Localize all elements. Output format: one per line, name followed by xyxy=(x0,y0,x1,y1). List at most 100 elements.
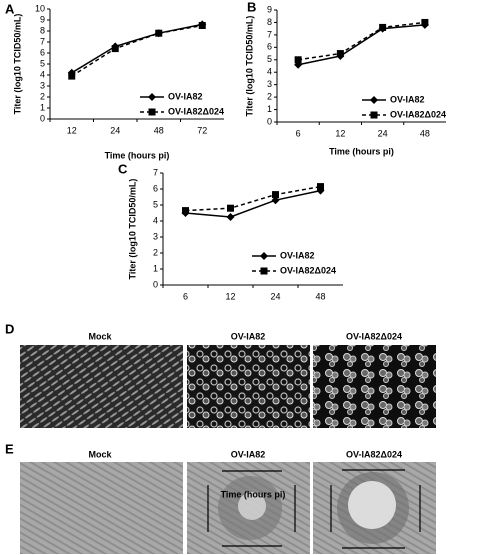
y-tick-label: 7 xyxy=(267,29,272,39)
image-label: OV-IA82 xyxy=(231,449,266,459)
image-label: OV-IA82Δ024 xyxy=(346,449,402,459)
y-tick-label: 2 xyxy=(40,91,45,101)
x-tick-label: 12 xyxy=(225,291,235,301)
y-tick-label: 10 xyxy=(35,3,45,13)
marker-square xyxy=(148,108,156,116)
y-tick-label: 8 xyxy=(40,25,45,35)
marker-square xyxy=(379,23,387,31)
panel-letter: D xyxy=(5,321,14,336)
series-line xyxy=(71,23,203,74)
marker-diamond xyxy=(271,196,280,205)
y-tick-label: 4 xyxy=(153,215,158,225)
x-tick-label: 48 xyxy=(315,291,325,301)
legend-label: OV-IA82 xyxy=(280,250,315,260)
y-tick-label: 3 xyxy=(267,79,272,89)
marker-square xyxy=(336,50,344,58)
panel-letter: B xyxy=(247,0,256,14)
y-axis-title: Titer (log10 TCID50/mL) xyxy=(127,179,137,280)
marker-square xyxy=(370,111,378,119)
legend-label: OV-IA82Δ024 xyxy=(390,109,446,119)
x-tick-label: 24 xyxy=(110,125,120,135)
marker-square xyxy=(227,204,234,212)
y-tick-label: 9 xyxy=(40,14,45,24)
series-line xyxy=(185,185,321,212)
legend-label: OV-IA82Δ024 xyxy=(280,265,336,275)
y-tick-label: 0 xyxy=(153,279,158,289)
y-tick-label: 1 xyxy=(40,102,45,112)
series-line xyxy=(71,24,203,77)
marker-diamond xyxy=(226,213,235,221)
marker-square xyxy=(111,45,119,53)
x-tick-label: 6 xyxy=(183,291,188,301)
marker-square xyxy=(68,72,76,80)
marker-square xyxy=(260,267,268,275)
x-tick-label: 12 xyxy=(335,128,345,138)
image-label: OV-IA82 xyxy=(231,331,266,341)
y-tick-label: 7 xyxy=(40,36,45,46)
x-axis-title: Time (hours pi) xyxy=(105,150,170,160)
y-tick-label: 4 xyxy=(267,67,272,77)
plaque-brackets xyxy=(207,469,421,549)
y-axis-title: Titer (log10 TCID50/mL) xyxy=(244,16,254,117)
marker-square xyxy=(182,207,189,215)
marker-diamond xyxy=(260,252,268,260)
image-label: Mock xyxy=(88,449,112,459)
legend-label: OV-IA82 xyxy=(168,91,203,101)
y-tick-label: 0 xyxy=(267,116,272,126)
image-ov-ia82 xyxy=(187,345,310,428)
marker-square xyxy=(155,29,163,37)
panel-letter: C xyxy=(118,161,128,176)
panel-letter: A xyxy=(5,1,15,16)
image-label: OV-IA82Δ024 xyxy=(346,331,402,341)
marker-square xyxy=(198,22,206,29)
series-line xyxy=(297,24,425,66)
y-tick-label: 6 xyxy=(40,47,45,57)
y-tick-label: 5 xyxy=(267,54,272,64)
y-tick-label: 1 xyxy=(267,104,272,114)
x-axis-title: Time (hours pi) xyxy=(221,489,286,499)
y-tick-label: 4 xyxy=(40,69,45,79)
y-tick-label: 0 xyxy=(40,113,45,123)
series-line xyxy=(185,189,321,218)
micrographs-e xyxy=(20,462,436,554)
image-mock xyxy=(20,462,183,554)
y-tick-label: 5 xyxy=(40,58,45,68)
marker-square xyxy=(294,56,302,64)
plaque-center xyxy=(348,481,396,529)
y-tick-label: 2 xyxy=(267,91,272,101)
x-tick-label: 12 xyxy=(67,125,77,135)
x-axis-title: Time (hours pi) xyxy=(329,146,394,156)
marker-square xyxy=(421,18,429,26)
image-label: Mock xyxy=(88,331,112,341)
marker-square xyxy=(272,191,279,199)
y-tick-label: 1 xyxy=(153,263,158,273)
x-tick-label: 6 xyxy=(296,128,301,138)
x-tick-label: 24 xyxy=(270,291,280,301)
x-tick-label: 72 xyxy=(197,125,207,135)
plaque-center xyxy=(238,492,266,520)
marker-diamond xyxy=(148,93,156,101)
marker-square xyxy=(317,183,324,191)
x-tick-label: 48 xyxy=(420,128,430,138)
image-ov-ia82-d024 xyxy=(313,345,436,428)
y-tick-label: 8 xyxy=(267,17,272,27)
series-line xyxy=(298,21,425,61)
y-axis-title: Titer (log10 TCID50/mL) xyxy=(12,14,22,115)
y-tick-label: 3 xyxy=(40,80,45,90)
legend-label: OV-IA82Δ024 xyxy=(168,106,224,116)
y-tick-label: 7 xyxy=(153,167,158,177)
y-tick-label: 2 xyxy=(153,247,158,257)
y-tick-label: 9 xyxy=(267,4,272,14)
image-mock xyxy=(20,345,183,428)
x-tick-label: 24 xyxy=(378,128,388,138)
legend-label: OV-IA82 xyxy=(390,94,425,104)
y-tick-label: 6 xyxy=(267,42,272,52)
x-tick-label: 48 xyxy=(154,125,164,135)
y-tick-label: 6 xyxy=(153,183,158,193)
micrographs-d xyxy=(20,345,436,428)
y-tick-label: 5 xyxy=(153,199,158,209)
panel-letter: E xyxy=(5,441,14,456)
y-tick-label: 3 xyxy=(153,231,158,241)
marker-diamond xyxy=(370,96,378,104)
